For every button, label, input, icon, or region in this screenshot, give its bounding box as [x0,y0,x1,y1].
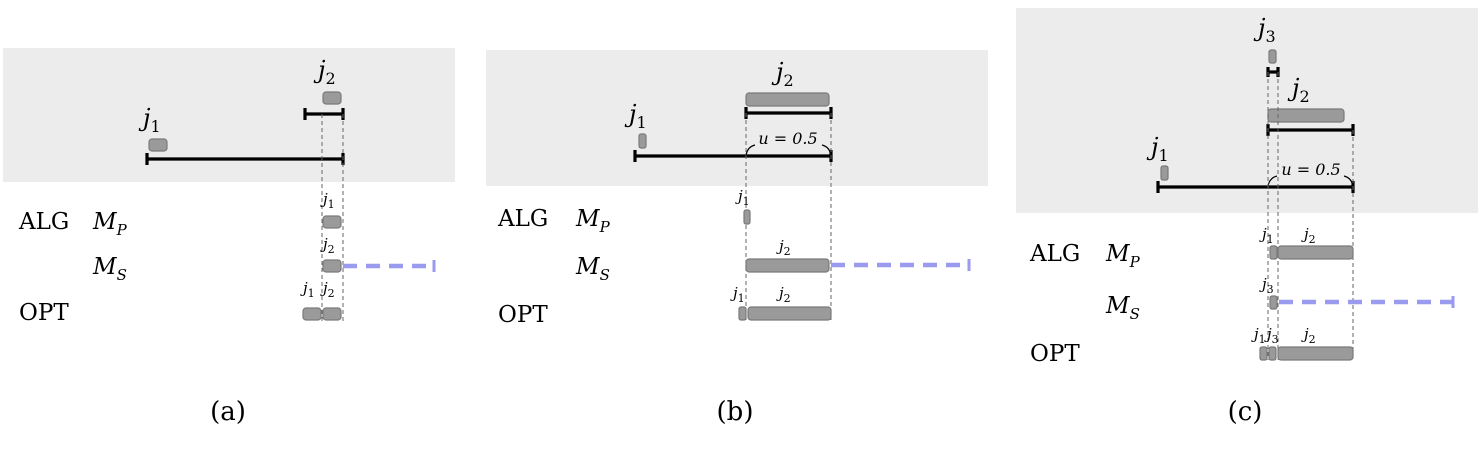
mp-job-label-a: j1 [320,190,335,211]
opt-job-label-j3-c: j3 [1264,325,1279,346]
u-annotation-c: u = 0.5 [1281,160,1340,179]
ms-job-block-a [322,259,342,273]
ms-job-label-c: j3 [1259,275,1274,296]
row-label-ms-a: MS [92,254,127,284]
panel-a-background [3,48,455,182]
opt-job-label-j2-c: j2 [1301,325,1316,346]
opt-job-block-j1-c [1259,346,1268,361]
ms-job-label-b: j2 [776,237,791,258]
row-label-mp-c: MP [1105,241,1141,271]
mp-job-block-j1-c [1269,245,1278,260]
opt-job-label-j1-c: j1 [1251,325,1266,346]
row-label-mp-b: MP [575,206,611,236]
row-label-ms-b: MS [575,254,610,284]
mp-job-block-a [322,215,342,229]
u-brace-right-b [821,144,832,157]
opt-job-label-j1-b: j1 [730,284,745,305]
ms-job-block-b [745,258,830,273]
opt-job-label-j2-a: j2 [320,279,335,300]
subfigure-b: j1 j2 u = 0.5 ALG MP MS OPT j1 j2 j1 j2 … [486,50,988,427]
u-brace-right-c [1343,175,1354,188]
opt-job-block-j1-b [738,306,747,321]
row-label-opt-c: OPT [1030,341,1080,367]
u-brace-left-b [745,144,756,157]
panel-c-background [1016,8,1478,213]
subfigure-a: j1 j2 ALG MP MS OPT j1 j2 j1 j2 (a) [3,48,455,427]
caption-c: (c) [1228,397,1263,427]
opt-job-block-j3-c [1268,346,1277,361]
opt-job-block-j2-a [322,307,342,321]
row-label-alg-b: ALG [497,206,548,232]
opt-job-block-j2-c [1277,346,1354,361]
u-annotation-b: u = 0.5 [758,129,817,148]
job-j2-arrival-c [1267,108,1345,123]
row-label-alg-a: ALG [18,209,69,235]
job-j2-arrival-b [745,92,830,107]
row-label-alg-c: ALG [1029,241,1080,267]
job-j3-arrival-c [1268,49,1277,64]
subfigure-c: j1 j2 j3 u = 0.5 ALG MP MS OPT j1 j2 j3 [1016,8,1478,427]
job-j1-arrival-b [638,133,647,149]
job-j1-arrival-c [1160,165,1169,181]
ms-job-label-a: j2 [320,235,335,256]
mp-job-block-b [743,209,751,225]
mp-job-label-b: j1 [735,187,750,208]
panel-b-background [486,50,988,186]
row-label-opt-a: OPT [19,300,69,326]
opt-job-label-j2-b: j2 [776,284,791,305]
row-label-ms-c: MS [1105,293,1140,323]
opt-job-block-j2-b [747,306,832,321]
job-j1-arrival-a [148,138,168,152]
row-label-mp-a: MP [92,209,128,239]
opt-job-block-j1-a [302,307,322,321]
opt-job-label-j1-a: j1 [300,279,315,300]
row-label-opt-b: OPT [498,302,548,328]
caption-b: (b) [717,397,754,427]
mp-job-block-j2-c [1277,245,1354,260]
caption-a: (a) [210,397,246,427]
mp-job-label-j2-c: j2 [1301,225,1316,246]
mp-job-label-j1-c: j1 [1259,225,1274,246]
ms-job-block-c [1269,295,1278,310]
job-j2-arrival-a [322,91,342,105]
